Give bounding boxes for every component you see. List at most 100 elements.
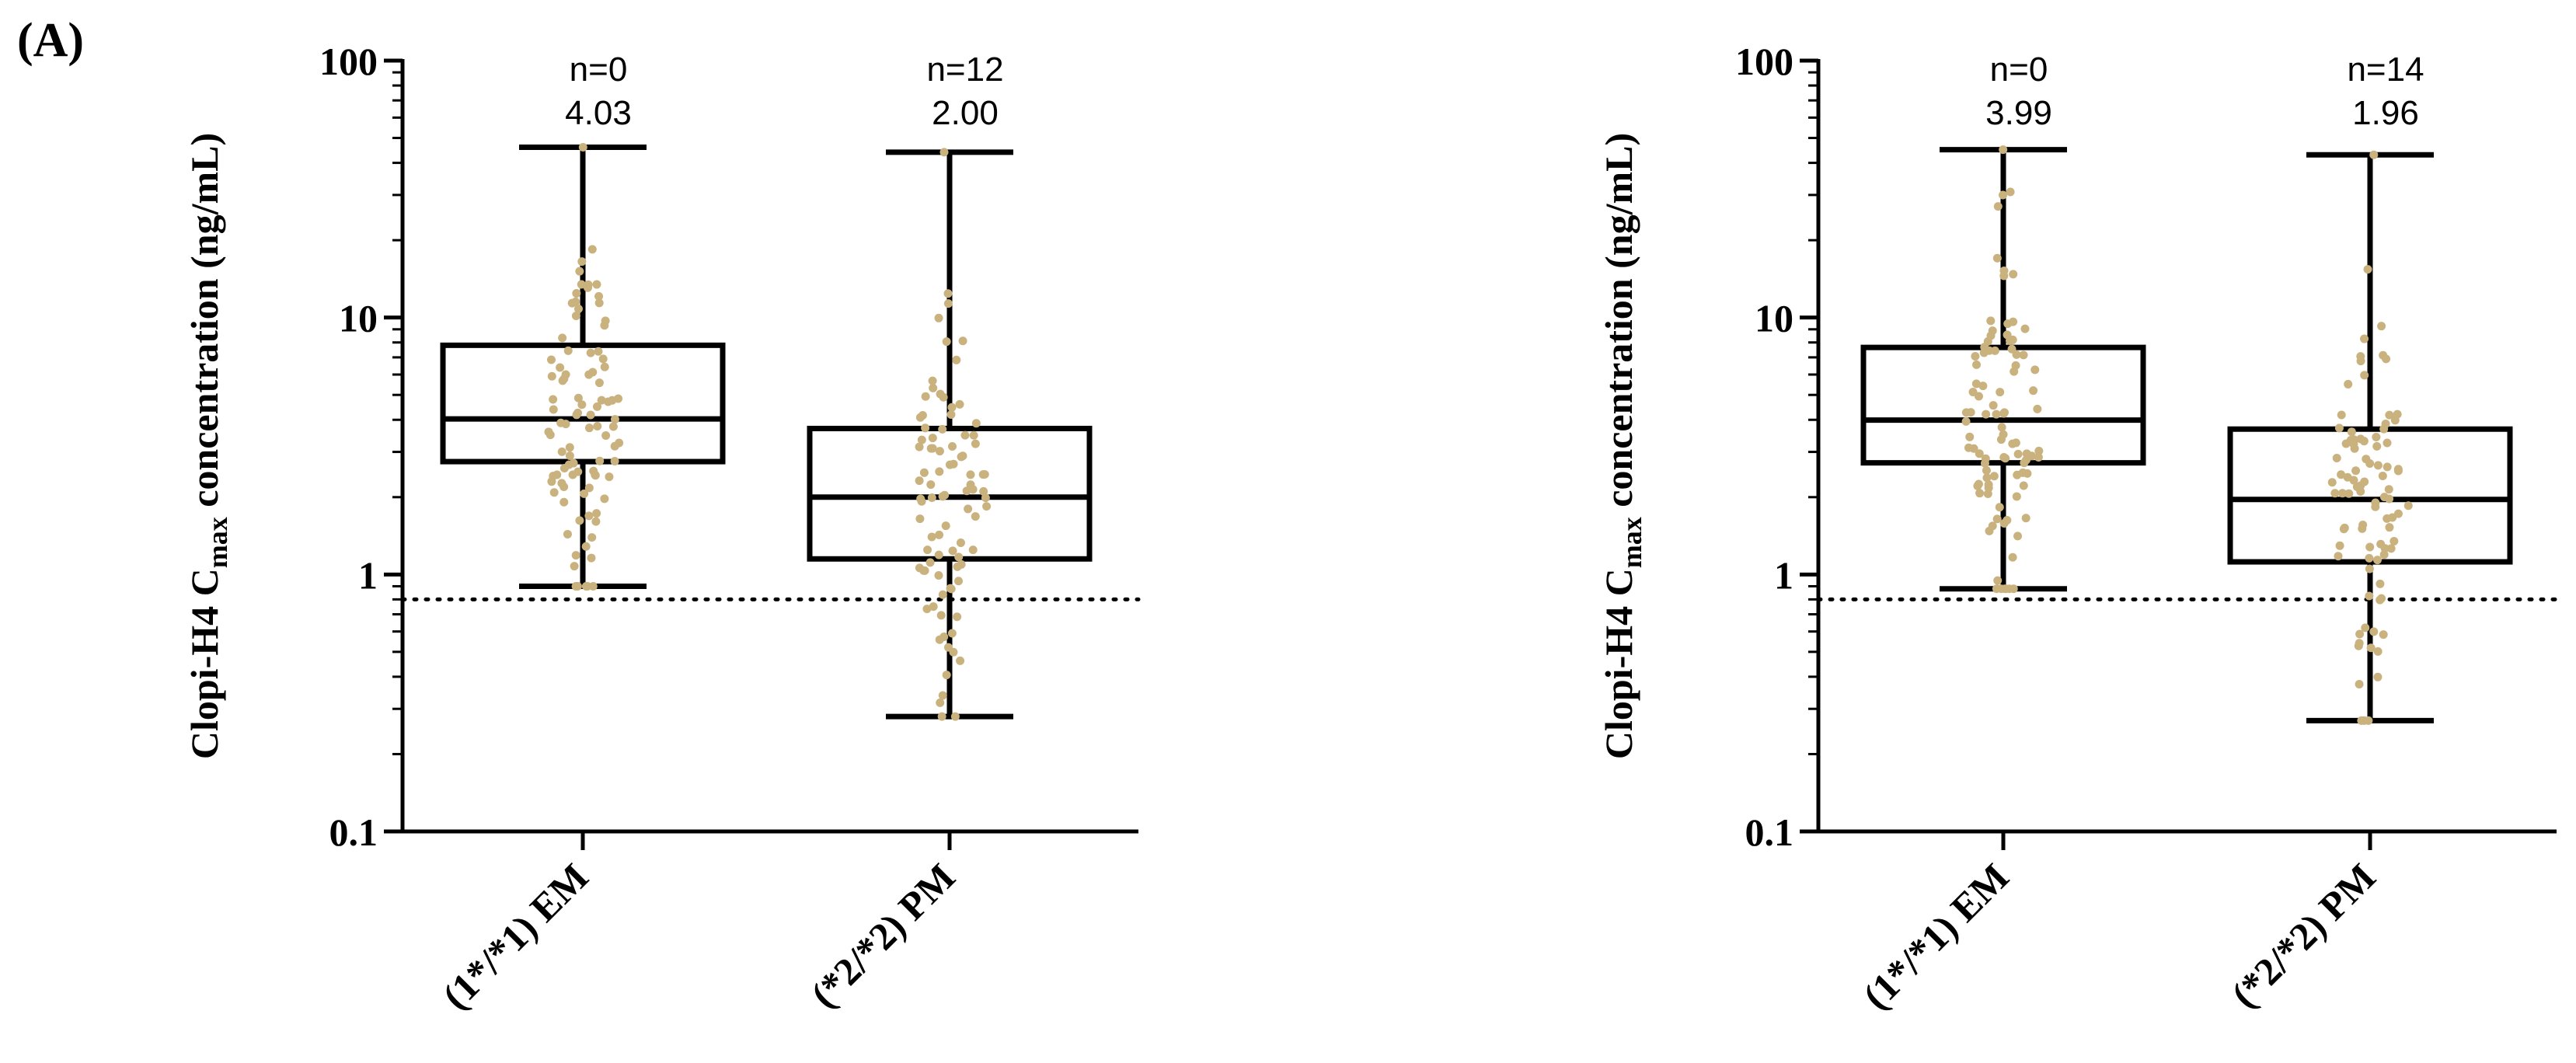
data-point — [2012, 492, 2021, 501]
data-point — [2379, 424, 2389, 434]
data-point — [940, 490, 950, 500]
data-point — [605, 472, 614, 482]
data-point — [2030, 365, 2040, 375]
data-point — [2027, 451, 2037, 461]
data-point — [587, 553, 596, 563]
chart-panel-left: 0.1 1 10 100 Clopi-H4 Cmax concentration (ng… — [183, 40, 1141, 1018]
data-point — [2019, 481, 2028, 490]
data-point — [921, 423, 930, 433]
data-point — [1989, 401, 1998, 410]
data-point — [586, 348, 595, 357]
data-point — [2355, 639, 2364, 648]
x-category-label: (1*/*1) EM — [1854, 855, 2017, 1017]
data-point — [549, 472, 558, 481]
data-point — [2356, 352, 2365, 361]
data-point — [610, 457, 619, 466]
data-point — [1982, 465, 1991, 475]
data-point — [2003, 319, 2013, 329]
data-point — [954, 552, 964, 562]
data-point — [572, 410, 581, 420]
data-point — [2393, 410, 2402, 419]
median-label: 1.96 — [2352, 94, 2419, 132]
data-point — [2357, 716, 2366, 725]
data-point — [925, 558, 935, 567]
data-point — [964, 504, 973, 514]
data-point — [578, 143, 587, 152]
data-point — [2363, 265, 2372, 274]
data-point — [2020, 458, 2029, 468]
data-point — [971, 512, 980, 521]
data-point — [597, 396, 606, 405]
data-point — [939, 148, 949, 157]
data-point — [2373, 647, 2383, 656]
n-label: n=0 — [570, 51, 628, 89]
data-point — [544, 427, 553, 437]
data-point — [2359, 437, 2369, 446]
data-point — [2013, 470, 2022, 479]
data-point — [587, 533, 597, 542]
data-point — [565, 443, 574, 452]
data-point — [608, 396, 617, 405]
data-point — [934, 313, 943, 322]
data-point — [2362, 455, 2371, 464]
data-point — [2034, 453, 2043, 462]
data-point — [565, 451, 574, 461]
data-point — [1993, 202, 2003, 211]
data-point — [2356, 481, 2365, 490]
data-point — [2009, 584, 2018, 594]
chart-panel-right: 0.1 1 10 100 Clopi-H4 Cmax concentration (ng… — [1597, 40, 2559, 1018]
data-point — [549, 405, 558, 414]
data-point — [2003, 516, 2012, 525]
data-point — [1999, 453, 2009, 462]
data-point — [2013, 449, 2023, 458]
data-point — [1983, 490, 1992, 499]
y-tick-label: 1 — [358, 553, 378, 597]
data-point — [1965, 432, 1975, 441]
median-label: 3.99 — [1985, 94, 2052, 132]
data-point — [950, 712, 960, 721]
data-point — [2361, 623, 2370, 633]
data-point — [2365, 542, 2375, 552]
data-point — [557, 447, 566, 456]
y-tick-label: 100 — [1735, 40, 1793, 83]
data-point — [1992, 584, 2001, 594]
data-point — [921, 392, 930, 401]
data-point — [1989, 472, 1999, 481]
data-point — [594, 291, 604, 301]
data-point — [917, 497, 926, 506]
box-iqr — [440, 342, 726, 465]
data-point — [935, 635, 944, 644]
data-point — [2371, 502, 2380, 511]
data-point — [601, 431, 611, 441]
data-point — [610, 415, 619, 424]
data-point — [942, 337, 951, 347]
data-point — [2372, 441, 2382, 451]
data-point — [575, 267, 584, 276]
data-point — [2013, 532, 2023, 541]
data-point — [949, 647, 958, 657]
data-point — [971, 439, 980, 448]
data-point — [917, 435, 926, 444]
data-point — [1961, 416, 1971, 426]
data-point — [1993, 576, 2003, 585]
data-point — [923, 545, 932, 555]
data-point — [2377, 322, 2386, 331]
data-point — [546, 355, 556, 364]
data-point — [2029, 386, 2038, 396]
data-point — [1975, 489, 1985, 498]
data-point — [957, 452, 966, 462]
data-point — [937, 712, 946, 721]
data-point — [563, 346, 573, 355]
data-point — [1961, 408, 1971, 417]
data-point — [1992, 253, 2002, 263]
x-category-label: (1*/*1) EM — [434, 855, 596, 1017]
data-point — [2344, 489, 2354, 498]
data-point — [947, 629, 957, 638]
data-point — [2330, 489, 2340, 498]
data-point — [1986, 316, 1996, 326]
data-point — [935, 530, 944, 539]
data-point — [1999, 145, 2008, 155]
data-point — [568, 470, 577, 479]
data-point — [1973, 481, 1982, 490]
data-point — [2378, 471, 2387, 480]
